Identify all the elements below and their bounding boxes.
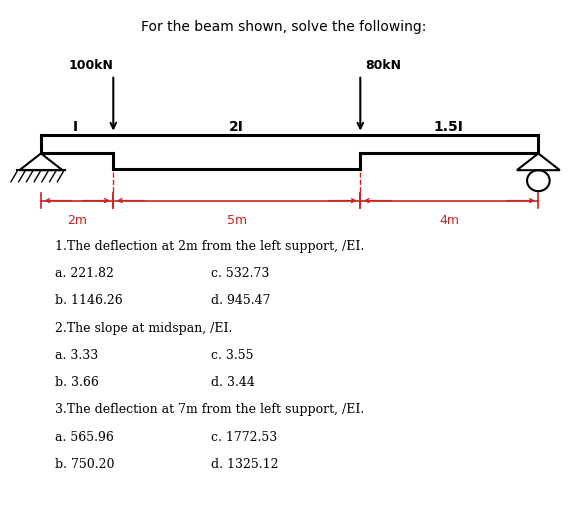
Text: d. 1325.12: d. 1325.12 <box>211 458 278 471</box>
Text: 3.The deflection at 7m from the left support, /EI.: 3.The deflection at 7m from the left sup… <box>55 404 364 416</box>
Text: b. 750.20: b. 750.20 <box>55 458 115 471</box>
Text: c. 1772.53: c. 1772.53 <box>211 431 277 444</box>
Text: 1.5I: 1.5I <box>433 120 463 134</box>
Text: d. 3.44: d. 3.44 <box>211 376 254 389</box>
Text: 2.The slope at midspan, /EI.: 2.The slope at midspan, /EI. <box>55 321 232 335</box>
Text: b. 3.66: b. 3.66 <box>55 376 99 389</box>
Text: c. 532.73: c. 532.73 <box>211 267 269 280</box>
Text: 2m: 2m <box>67 214 87 227</box>
Text: d. 945.47: d. 945.47 <box>211 295 270 307</box>
Text: For the beam shown, solve the following:: For the beam shown, solve the following: <box>141 19 427 34</box>
Text: 4m: 4m <box>439 214 460 227</box>
Text: 1.The deflection at 2m from the left support, /EI.: 1.The deflection at 2m from the left sup… <box>55 240 364 253</box>
Text: I: I <box>72 120 77 134</box>
Text: a. 221.82: a. 221.82 <box>55 267 114 280</box>
Polygon shape <box>41 135 538 169</box>
Text: c. 3.55: c. 3.55 <box>211 349 253 362</box>
Text: 5m: 5m <box>227 214 247 227</box>
Text: 100kN: 100kN <box>68 59 113 72</box>
Text: b. 1146.26: b. 1146.26 <box>55 295 123 307</box>
Text: a. 3.33: a. 3.33 <box>55 349 98 362</box>
Text: a. 565.96: a. 565.96 <box>55 431 114 444</box>
Text: 2I: 2I <box>228 120 244 134</box>
Text: 80kN: 80kN <box>365 59 401 72</box>
